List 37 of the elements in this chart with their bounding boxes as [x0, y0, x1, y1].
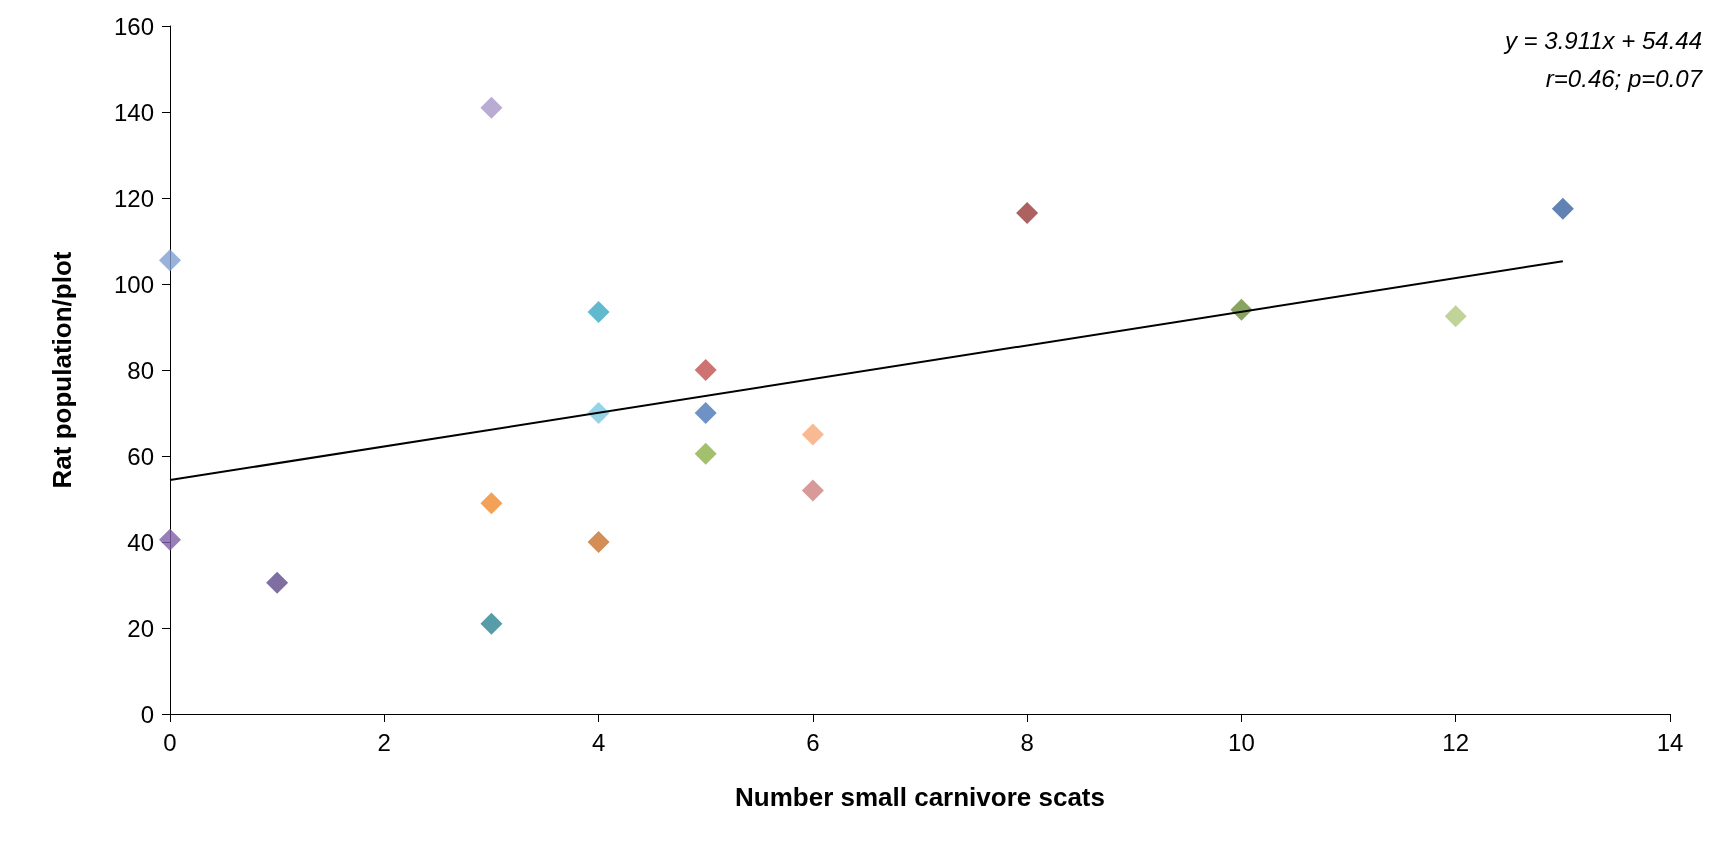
- x-tick-label: 8: [1020, 728, 1034, 756]
- x-axis-title: Number small carnivore scats: [735, 782, 1105, 812]
- annotation: y = 3.911x + 54.44: [1502, 26, 1702, 54]
- point: [801, 423, 824, 446]
- y-tick-label: 60: [127, 442, 154, 470]
- x-tick-label: 6: [806, 728, 820, 756]
- point: [159, 528, 181, 551]
- point: [1551, 197, 1574, 220]
- y-tick-label: 40: [127, 528, 154, 556]
- x-tick-label: 0: [163, 728, 177, 756]
- point: [587, 300, 610, 323]
- point: [480, 492, 503, 515]
- point: [480, 96, 503, 119]
- point: [694, 442, 717, 465]
- point: [159, 249, 181, 272]
- point: [480, 612, 503, 635]
- point: [1016, 202, 1039, 225]
- annotation: r=0.46; p=0.07: [1545, 64, 1704, 92]
- point: [587, 531, 610, 553]
- y-tick-label: 20: [127, 614, 154, 642]
- x-tick-label: 10: [1228, 728, 1255, 756]
- point: [266, 571, 289, 594]
- x-tick-label: 14: [1656, 728, 1684, 756]
- y-tick-label: 0: [140, 700, 154, 728]
- point: [801, 479, 824, 502]
- x-tick-label: 12: [1442, 728, 1470, 756]
- y-tick-label: 80: [127, 356, 154, 384]
- point: [694, 402, 717, 424]
- y-tick-label: 140: [113, 98, 154, 126]
- y-axis-title: Rat population/plot: [47, 251, 77, 489]
- point: [694, 359, 717, 381]
- y-tick-label: 100: [113, 270, 154, 298]
- x-tick-label: 4: [591, 728, 606, 756]
- y-tick-label: 160: [113, 12, 154, 40]
- point: [1444, 305, 1467, 328]
- y-tick-label: 120: [113, 184, 154, 212]
- x-tick-label: 2: [377, 728, 391, 756]
